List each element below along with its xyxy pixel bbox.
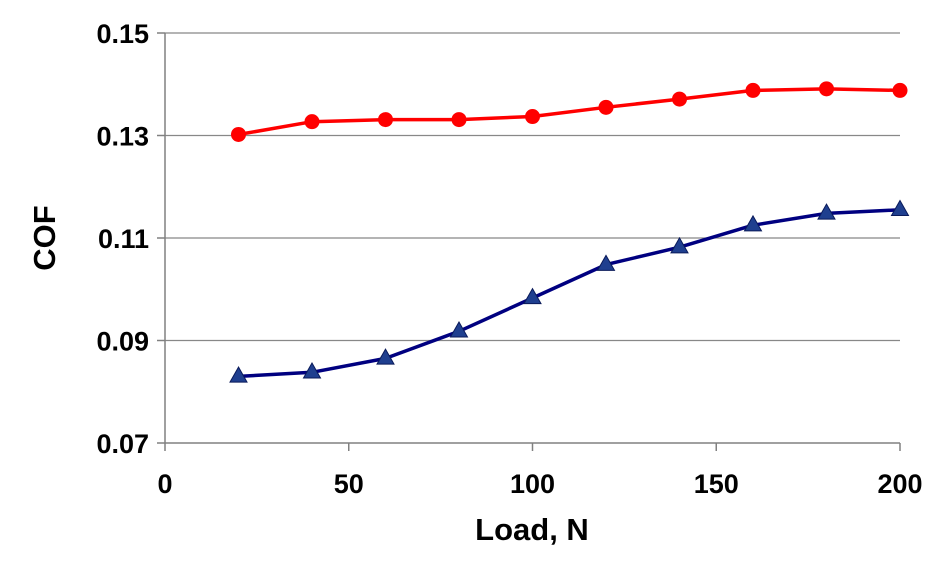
y-tick-label: 0.15	[96, 19, 149, 49]
y-tick-labels: 0.07 0.09 0.11 0.13 0.15	[96, 19, 149, 459]
data-point	[376, 348, 395, 365]
x-tick-label: 150	[694, 469, 739, 499]
y-tick-label: 0.09	[96, 327, 149, 357]
data-point	[302, 361, 322, 379]
series-1	[231, 81, 908, 142]
data-point	[596, 254, 616, 271]
series-group	[229, 81, 910, 383]
data-point	[743, 214, 763, 232]
x-tick-label: 50	[334, 469, 364, 499]
x-tick-label: 0	[157, 469, 172, 499]
x-tick-labels: 0 50 100 150 200	[157, 469, 922, 499]
data-point	[231, 126, 246, 142]
data-point	[817, 203, 836, 220]
x-axis-title: Load, N	[475, 512, 589, 547]
data-point	[745, 82, 761, 98]
data-point	[449, 320, 469, 338]
data-point	[819, 81, 834, 97]
y-tick-label: 0.13	[96, 122, 149, 152]
data-point	[378, 112, 393, 128]
data-point	[304, 114, 320, 130]
y-axis-title: COF	[27, 205, 62, 270]
x-tick-label: 200	[877, 469, 922, 499]
gridlines	[157, 32, 901, 451]
data-point	[892, 82, 908, 98]
series-line	[238, 87, 901, 137]
data-point	[523, 287, 542, 305]
data-point	[451, 112, 467, 128]
data-point	[598, 99, 614, 115]
series-2	[229, 199, 910, 383]
x-tick-label: 100	[510, 469, 555, 499]
y-tick-label: 0.11	[98, 224, 149, 254]
axes	[164, 33, 900, 444]
data-point	[890, 199, 910, 217]
series-line	[238, 208, 901, 379]
data-point	[670, 236, 689, 254]
data-point	[672, 91, 687, 107]
y-tick-label: 0.07	[96, 429, 149, 459]
data-point	[525, 109, 540, 125]
data-point	[229, 366, 248, 383]
